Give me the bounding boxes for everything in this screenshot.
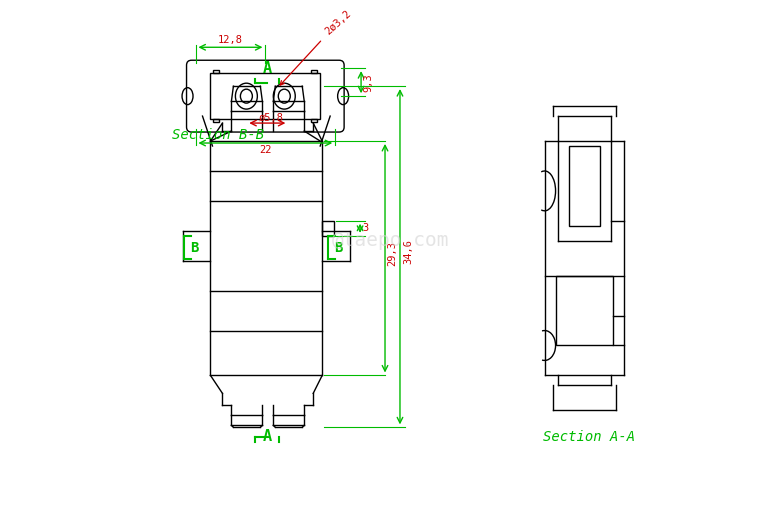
Text: 9,3: 9,3	[363, 73, 373, 92]
Text: 29,3: 29,3	[387, 241, 397, 266]
Bar	[213, 70, 220, 73]
Bar	[210, 73, 320, 119]
Text: 12,8: 12,8	[218, 36, 243, 45]
Text: ø5,8: ø5,8	[258, 113, 283, 123]
Text: 22: 22	[259, 145, 271, 155]
Bar	[569, 146, 601, 226]
Bar	[322, 221, 334, 236]
Text: A: A	[263, 61, 272, 76]
Text: 2ø3,2: 2ø3,2	[280, 8, 353, 85]
Bar	[213, 119, 220, 122]
Text: 3: 3	[362, 223, 368, 233]
Text: 34,6: 34,6	[403, 239, 413, 264]
Text: Section B-B: Section B-B	[172, 128, 264, 142]
Bar	[311, 119, 317, 122]
Text: B: B	[190, 241, 199, 255]
Text: Section A-A: Section A-A	[543, 430, 636, 444]
Text: A: A	[263, 429, 272, 444]
Bar	[311, 70, 317, 73]
Text: B: B	[334, 241, 343, 255]
Text: @taepo.com: @taepo.com	[332, 231, 449, 250]
Bar	[555, 276, 613, 346]
